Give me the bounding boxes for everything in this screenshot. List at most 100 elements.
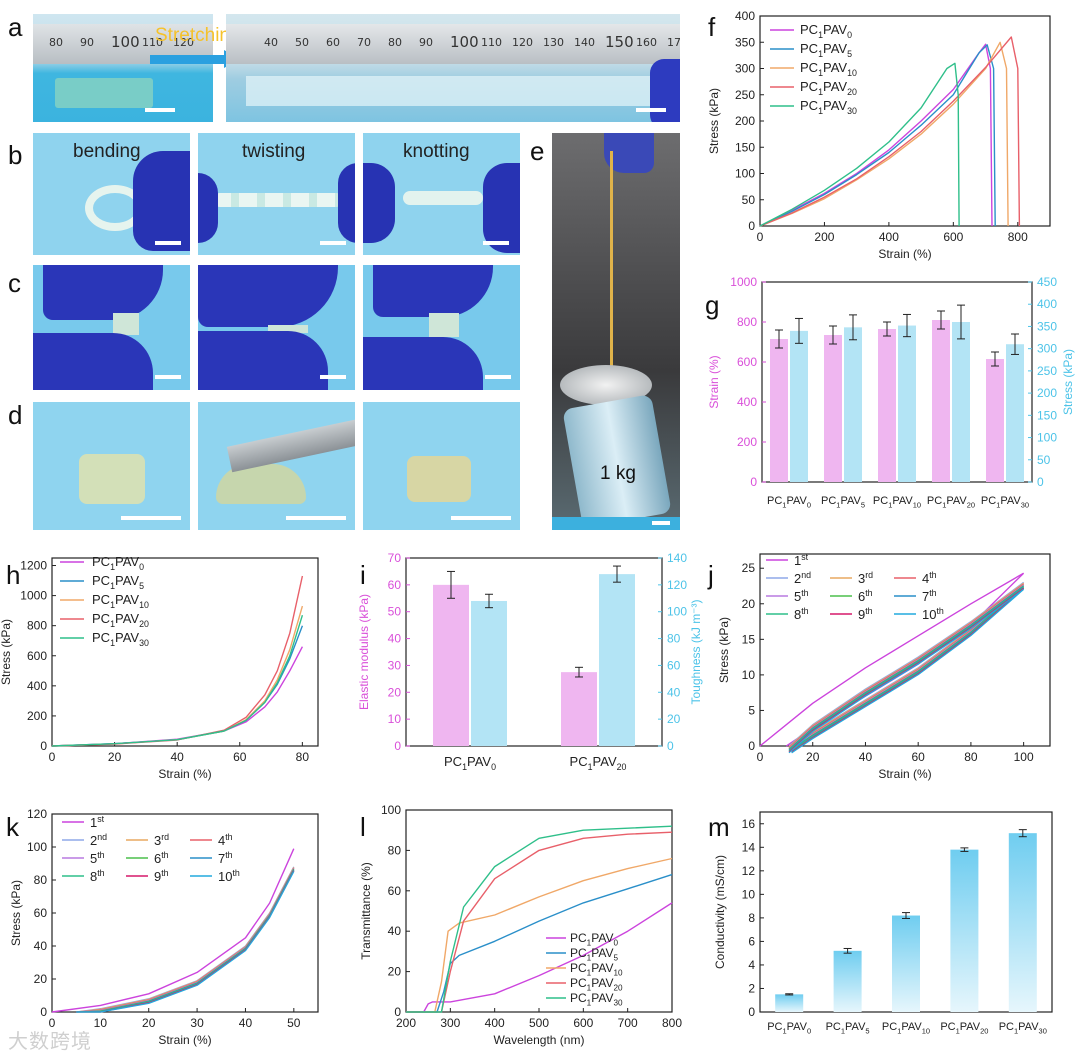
x-axis-label: Strain (%): [158, 1033, 211, 1047]
y-axis-label: Elastic modulus (kPa): [357, 594, 371, 710]
legend-label: PC1PAV30: [570, 991, 623, 1008]
bar-toughness: [471, 600, 507, 746]
blade: [226, 417, 355, 473]
plot-frame: [405, 557, 663, 747]
y-tick-label: 120: [27, 807, 47, 821]
y2-tick-label: 0: [1037, 475, 1044, 489]
x-tick-label: 500: [529, 1016, 549, 1030]
y2-tick-label: 40: [667, 685, 681, 699]
finger-top: [43, 265, 163, 320]
chart-f: 0 200 400 600 800 0 50 100 150 200 250 300 350 400 Str…: [707, 9, 1051, 261]
ruler-number: 130: [543, 36, 564, 49]
series-line-l: [406, 902, 673, 1013]
y-tick-label: 2: [748, 981, 755, 995]
legend-label: PC1PAV5: [570, 946, 618, 963]
ruler-number: 160: [636, 36, 657, 49]
y2-tick-label: 150: [1037, 408, 1057, 422]
ruler-number: 120: [512, 36, 533, 49]
y2-tick-label: 0: [667, 739, 674, 753]
category-label: PC1PAV0: [767, 1021, 811, 1035]
y-tick-label: 6: [748, 934, 755, 948]
plot-frame: [51, 557, 319, 747]
ruler-number: 70: [357, 36, 371, 49]
y-tick-label: 20: [34, 972, 48, 986]
bending-caption: bending: [73, 141, 141, 162]
plot-frame: [761, 281, 1033, 483]
cycle-line-loading: [76, 869, 295, 1013]
legend-label: 10th: [218, 868, 240, 884]
y2-tick-label: 50: [1037, 453, 1051, 467]
category-label: PC1PAV5: [826, 1021, 870, 1035]
series-line-h: [51, 575, 304, 747]
scale-bar: [451, 516, 511, 520]
ruler-number: 90: [419, 36, 433, 49]
chart-l: 200 300 400 500 600 700 800 0 20 40 60 80 100 Wavelen…: [359, 803, 682, 1047]
x-tick-label: 700: [618, 1016, 638, 1030]
finger-bottom: [363, 337, 483, 390]
gel-fiber: [610, 151, 613, 371]
x-tick-label: 100: [1014, 750, 1034, 764]
cycle-line-loading: [788, 582, 1024, 748]
scale-bar: [320, 375, 346, 379]
y-tick-label: 4: [748, 958, 755, 972]
y-tick-label: 800: [27, 619, 47, 633]
x-tick-label: 800: [662, 1016, 682, 1030]
panel-g-letter: g: [705, 290, 720, 320]
series-line-h: [51, 646, 304, 747]
bar-conductivity: [833, 950, 862, 1012]
photo-knotting: knotting: [363, 133, 520, 255]
photo-floor: [552, 517, 680, 530]
cycle-line-loading: [76, 871, 295, 1013]
y-tick-label: 25: [742, 561, 756, 575]
y-tick-label: 60: [388, 884, 402, 898]
panel-e-letter: e: [530, 136, 545, 166]
y-axis-label: Stress (kPa): [707, 88, 721, 154]
panel-j-letter: j: [708, 560, 714, 590]
y-tick-label: 350: [735, 35, 755, 49]
finger-bottom: [198, 331, 328, 390]
category-label: PC1PAV5: [821, 495, 865, 509]
scale-bar: [636, 108, 666, 112]
y-tick-label: 600: [27, 649, 47, 663]
hydrogel-strip: [55, 78, 153, 108]
glove-hand: [198, 173, 218, 243]
series-line-h: [51, 605, 304, 747]
legend-label: 6th: [858, 588, 873, 604]
legend-label: 1st: [90, 814, 105, 830]
ruler-left: 80 90 100 110 120: [33, 24, 213, 64]
bar-toughness: [599, 574, 635, 746]
cycle-line-loading: [76, 869, 295, 1013]
y-tick-label: 200: [27, 709, 47, 723]
x-tick-label: 800: [1008, 230, 1028, 244]
photo-compress-2: [198, 265, 355, 390]
x-tick-label: 0: [49, 1016, 56, 1030]
scale-bar: [320, 241, 346, 245]
panel-c-letter: c: [8, 268, 21, 298]
ruler-number: 120: [173, 36, 194, 49]
photo-compress-3: [363, 265, 520, 390]
bar-conductivity: [950, 849, 979, 1012]
finger-top: [198, 265, 338, 327]
legend-label: 8th: [90, 868, 105, 884]
x-tick-label: 0: [757, 230, 764, 244]
y-tick-label: 60: [34, 906, 48, 920]
chart-j: 0 20 40 60 80 100 0 5 10 15 20 25 Strain (%) Stress (…: [717, 552, 1051, 781]
y-tick-label: 40: [388, 924, 402, 938]
y-tick-label: 14: [742, 840, 756, 854]
cycle-line-loading: [76, 868, 295, 1013]
y-tick-label: 80: [388, 843, 402, 857]
y-tick-label: 300: [735, 62, 755, 76]
legend-label: 7th: [218, 850, 233, 866]
x-tick-label: 10: [94, 1016, 108, 1030]
legend-label: 6th: [154, 850, 169, 866]
y-tick-label: 600: [737, 355, 757, 369]
ruler-number: 110: [142, 36, 163, 49]
ruler-number: 110: [481, 36, 502, 49]
y2-tick-label: 300: [1037, 342, 1057, 356]
bar-stress: [844, 327, 862, 482]
series-line-h: [51, 625, 304, 747]
cycle-line-unloading: [791, 588, 1025, 754]
legend-label: 4th: [922, 570, 937, 586]
legend-label: 5th: [794, 588, 809, 604]
